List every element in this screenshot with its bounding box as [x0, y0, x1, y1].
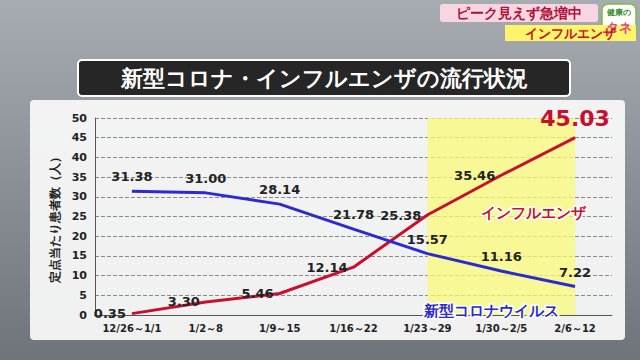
svg-text:20: 20	[72, 230, 88, 243]
svg-text:50: 50	[72, 112, 88, 125]
svg-text:1/2～8: 1/2～8	[189, 323, 224, 334]
svg-text:新型コロナウイルス: 新型コロナウイルス	[423, 302, 559, 320]
svg-text:25: 25	[72, 210, 87, 223]
svg-text:インフルエンザ: インフルエンザ	[481, 204, 587, 222]
svg-text:インフルエンザ: インフルエンザ	[525, 26, 617, 41]
svg-text:2/6～12: 2/6～12	[554, 323, 596, 334]
svg-text:15: 15	[72, 249, 87, 262]
svg-text:35: 35	[72, 171, 87, 184]
svg-text:0.35: 0.35	[94, 306, 126, 321]
svg-text:タネ: タネ	[606, 19, 632, 35]
svg-text:5: 5	[79, 289, 87, 302]
svg-text:25.38: 25.38	[380, 208, 421, 223]
svg-text:45.03: 45.03	[540, 106, 610, 131]
svg-text:12.14: 12.14	[306, 260, 347, 275]
svg-text:31.00: 31.00	[185, 171, 226, 186]
svg-text:10: 10	[72, 269, 88, 282]
svg-text:0: 0	[79, 309, 87, 322]
svg-text:11.16: 11.16	[481, 249, 522, 264]
svg-text:健康の: 健康の	[606, 7, 631, 17]
svg-text:1/30～2/5: 1/30～2/5	[475, 323, 527, 334]
svg-text:21.78: 21.78	[333, 207, 374, 222]
svg-text:5.46: 5.46	[242, 286, 274, 301]
svg-text:定点当たり患者数（人）: 定点当たり患者数（人）	[48, 151, 62, 284]
svg-text:ピーク見えず急増中: ピーク見えず急増中	[456, 5, 582, 22]
svg-text:31.38: 31.38	[111, 169, 152, 184]
svg-text:1/9～15: 1/9～15	[259, 323, 301, 334]
svg-text:35.46: 35.46	[454, 168, 495, 183]
svg-text:30: 30	[72, 190, 88, 203]
svg-text:45: 45	[72, 131, 87, 144]
svg-text:3.30: 3.30	[168, 294, 200, 309]
svg-text:7.22: 7.22	[559, 265, 591, 280]
svg-text:40: 40	[72, 151, 88, 164]
svg-text:28.14: 28.14	[259, 182, 300, 197]
svg-text:12/26～1/1: 12/26～1/1	[102, 323, 161, 334]
svg-text:1/16～22: 1/16～22	[329, 323, 377, 334]
svg-text:新型コロナ・インフルエンザの流行状況: 新型コロナ・インフルエンザの流行状況	[120, 66, 528, 91]
svg-text:15.57: 15.57	[407, 232, 448, 247]
svg-text:1/23～29: 1/23～29	[403, 323, 451, 334]
